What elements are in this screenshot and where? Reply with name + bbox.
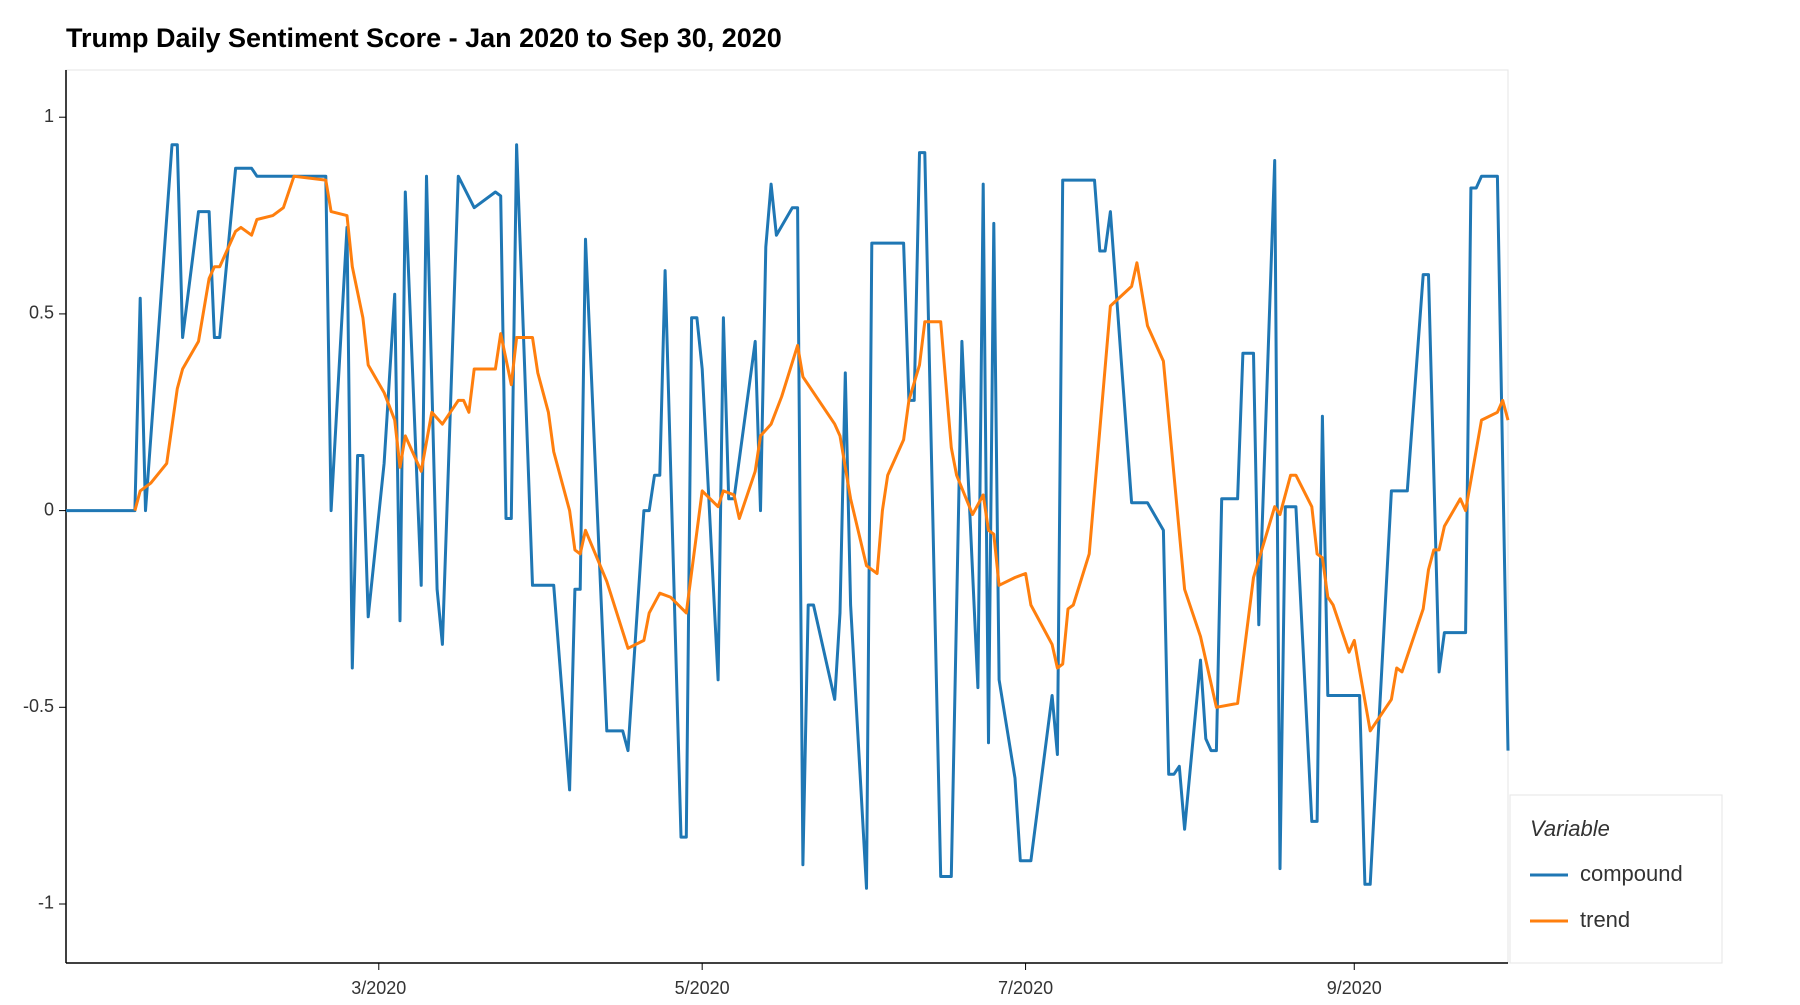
y-tick-label: -1: [38, 893, 54, 913]
x-tick-label: 9/2020: [1327, 978, 1382, 998]
legend-title: Variable: [1530, 816, 1610, 841]
y-tick-label: 0.5: [29, 303, 54, 323]
series-line: [133, 174, 1510, 733]
y-tick-label: 1: [44, 106, 54, 126]
chart-title: Trump Daily Sentiment Score - Jan 2020 t…: [66, 23, 782, 53]
legend-box: [1509, 794, 1723, 964]
series-line: [66, 143, 1510, 890]
x-tick-label: 7/2020: [998, 978, 1053, 998]
x-tick-label: 5/2020: [675, 978, 730, 998]
legend-label: compound: [1580, 861, 1683, 886]
x-tick-label: 3/2020: [351, 978, 406, 998]
plot-frame: [65, 69, 1509, 964]
legend-label: trend: [1580, 907, 1630, 932]
y-tick-label: -0.5: [23, 696, 54, 716]
y-tick-label: 0: [44, 499, 54, 519]
